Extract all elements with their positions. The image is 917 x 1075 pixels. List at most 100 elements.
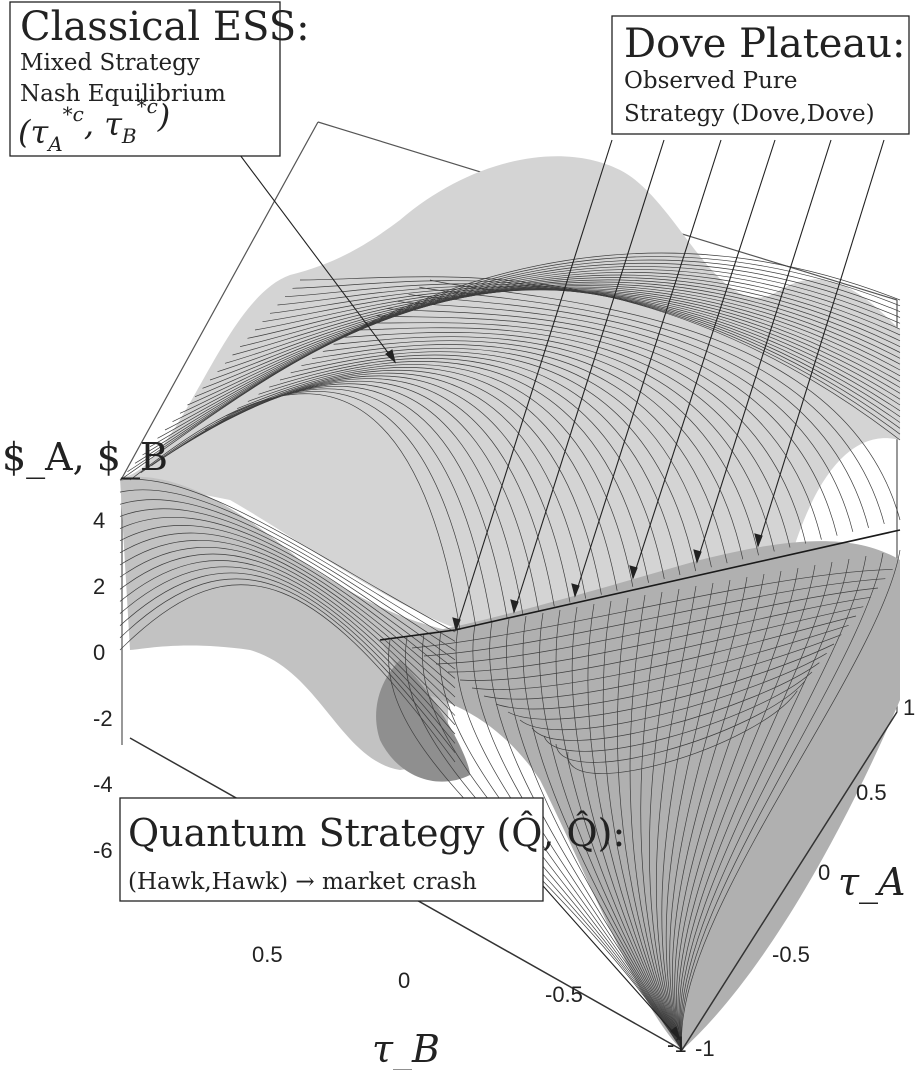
mesh-line [531,662,820,741]
annotation-dove-plateau: Dove Plateau: Observed Pure Strategy (Do… [611,15,910,135]
mesh-line [119,489,456,642]
mesh-line [129,393,461,631]
mesh-line [519,653,827,731]
tau-a-axis-label: τ_A [838,860,905,905]
z-tick-label: 4 [93,508,105,533]
mesh-line [119,566,456,735]
tau-b-axis-label: τ_B [372,1027,440,1070]
mesh-line [151,388,492,623]
mesh-line [164,272,901,431]
mesh-line [376,315,822,540]
tau-b-tick-label: -0.5 [545,982,583,1007]
z-tick-label: -4 [93,772,113,797]
tau-b-tick-label: 0.5 [252,942,283,967]
mesh-line [471,615,857,690]
surface-region [120,156,900,630]
mesh-line [661,582,714,1051]
classical-line2: Nash Equilibrium [20,81,226,107]
annotation-quantum-strategy: Quantum Strategy (Q̂, Q̂): (Hawk,Hawk) →… [119,797,625,902]
tau-a-tick-label: -0.5 [772,942,810,967]
mesh-line [354,327,791,548]
surface-region [120,476,455,770]
mesh-line [678,561,833,1051]
mesh-line [680,552,884,1051]
mesh-line [669,576,748,1051]
mesh-line [119,508,456,661]
z-tick-label: -6 [93,838,113,863]
mesh-line [119,584,456,763]
payoff-surface [120,156,900,1050]
quantum-title: Quantum Strategy (Q̂, Q̂): [128,811,625,855]
mesh-line [127,256,901,472]
mesh-line [507,643,835,720]
mesh-line [119,553,456,716]
mesh-line [680,555,867,1051]
mesh-line [555,609,683,1051]
tau-a-tick-label: 0 [818,860,830,885]
mesh-line [665,579,731,1051]
dove-plateau-ridge [379,529,901,641]
mesh-line [587,603,683,1051]
mesh-line [656,585,697,1051]
tau-b-tick-label: 0 [398,968,410,993]
mesh-line [672,573,765,1051]
annotation-classical-ess: Classical ESS: Mixed Strategy Nash Equil… [9,1,310,157]
z-axis-ticks: 4 2 0 -2 -4 -6 [93,508,113,863]
mesh-line [119,540,456,698]
mesh-line [543,671,813,752]
mesh-line [119,499,456,651]
mesh-line [640,591,683,1051]
mesh-line [140,391,477,627]
mesh-line [299,276,901,441]
mesh-line [262,288,901,412]
mesh-line [119,516,456,670]
mesh-line [681,549,901,1051]
mesh-line [506,618,683,1051]
mesh-line [459,606,864,681]
tau-a-tick-label: 1 [903,695,915,720]
tau-a-axis-ticks: 1 0.5 0 -0.5 -1 [695,695,915,1061]
mesh-line [119,252,901,481]
mesh-line [204,375,571,603]
mesh-line [215,372,587,599]
z-tick-label: 2 [93,574,105,599]
mesh-line [344,332,775,552]
mesh-line [679,558,850,1051]
mesh-line [539,612,683,1051]
mesh-line [119,546,456,707]
z-axis-label: $_A, $_B [2,435,168,480]
mesh-line [119,560,456,726]
quantum-line1: (Hawk,Hawk) → market crash [128,869,477,895]
mesh-line [495,634,842,710]
mesh-line [119,572,456,744]
mesh-line [674,570,782,1051]
z-tick-label: -2 [93,706,113,731]
mesh-line [629,594,683,1051]
mesh-line [119,525,456,679]
mesh-line [617,597,683,1051]
mesh-line [435,587,879,665]
mesh-line [269,287,901,417]
mesh-line [119,478,456,633]
mesh-line [247,289,901,400]
mesh-line [447,596,871,673]
mesh-line [254,289,901,406]
mesh-line [429,279,901,521]
mesh-line [119,532,456,688]
mesh-line [134,259,901,464]
dove-title: Dove Plateau: [624,21,906,67]
surface-mesh [119,252,901,1051]
z-tick-label: 0 [93,640,105,665]
mesh-line [419,286,885,525]
mesh-line [408,293,869,528]
mesh-line [194,378,555,607]
annotation-arrows [239,139,885,1041]
mesh-line [676,567,799,1051]
tau-a-tick-label: 0.5 [856,780,887,805]
mesh-line [292,280,901,435]
mesh-line [483,624,849,700]
mesh-line [387,308,838,536]
mesh-line [119,578,456,753]
